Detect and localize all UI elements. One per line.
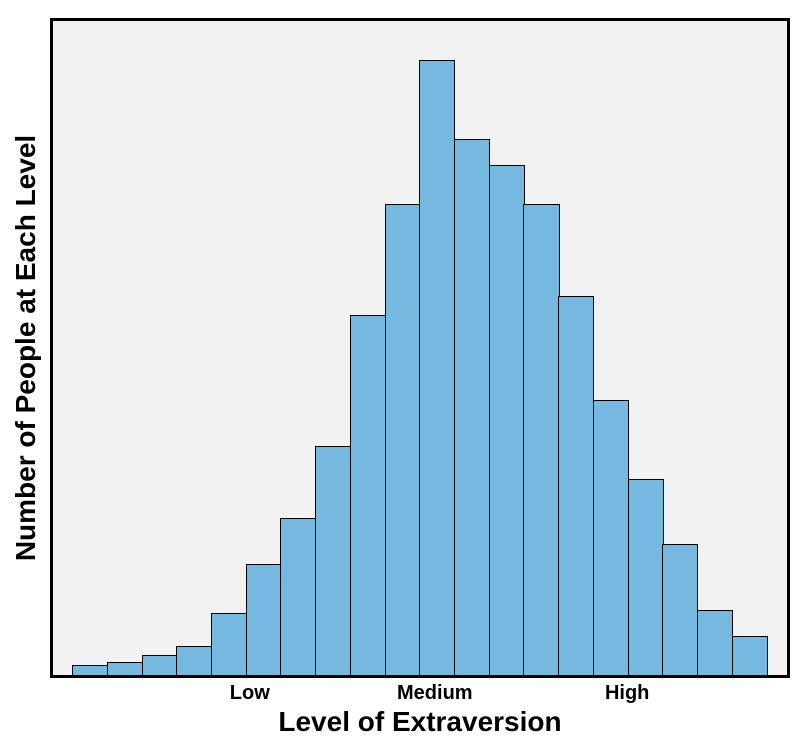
y-axis-title: Number of People at Each Level xyxy=(8,18,44,678)
histogram-bar xyxy=(732,636,768,675)
histogram-bar xyxy=(315,446,351,675)
histogram-bar xyxy=(662,544,698,675)
histogram-bar xyxy=(593,400,629,675)
y-axis-title-text: Number of People at Each Level xyxy=(10,135,42,561)
x-tick-label: High xyxy=(605,682,649,705)
plot-area xyxy=(50,18,790,678)
histogram-bar xyxy=(454,139,490,675)
histogram-bar xyxy=(107,662,143,675)
histogram-bar xyxy=(419,60,455,675)
histogram-bar xyxy=(350,315,386,675)
histogram-bar xyxy=(176,646,212,675)
x-tick-label: Medium xyxy=(397,682,473,705)
histogram-bar xyxy=(142,655,178,675)
bars-group xyxy=(53,21,787,675)
x-axis-title: Level of Extraversion xyxy=(50,706,790,738)
histogram-bar xyxy=(280,518,316,675)
histogram-bar xyxy=(697,610,733,675)
histogram-bar xyxy=(489,165,525,675)
x-tick-label: Low xyxy=(230,682,270,705)
histogram-bar xyxy=(72,665,108,675)
histogram-bar xyxy=(246,564,282,675)
histogram-bar xyxy=(385,204,421,675)
histogram-bar xyxy=(211,613,247,675)
histogram-bar xyxy=(523,204,559,675)
x-tick-labels: Low Medium High xyxy=(50,682,790,706)
histogram-bar xyxy=(628,479,664,675)
histogram-bar xyxy=(558,296,594,675)
chart-container: Low Medium High Level of Extraversion xyxy=(50,18,790,736)
